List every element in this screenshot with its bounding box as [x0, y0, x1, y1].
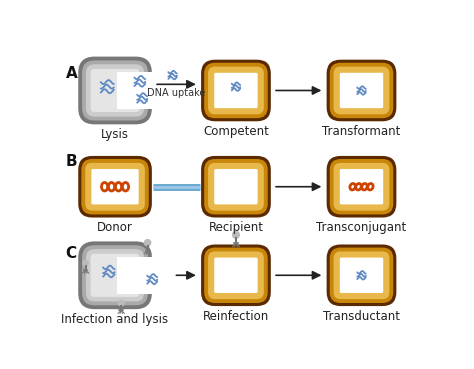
- FancyBboxPatch shape: [91, 169, 139, 204]
- FancyBboxPatch shape: [117, 257, 154, 294]
- Text: Lysis: Lysis: [101, 128, 129, 141]
- FancyBboxPatch shape: [208, 67, 264, 114]
- FancyBboxPatch shape: [208, 163, 264, 211]
- FancyBboxPatch shape: [91, 69, 139, 112]
- FancyBboxPatch shape: [330, 248, 393, 303]
- FancyBboxPatch shape: [201, 245, 271, 306]
- Text: Recipient: Recipient: [209, 221, 264, 234]
- FancyBboxPatch shape: [327, 156, 396, 218]
- FancyBboxPatch shape: [334, 251, 390, 299]
- FancyBboxPatch shape: [82, 159, 149, 214]
- Text: Transconjugant: Transconjugant: [316, 221, 407, 234]
- FancyBboxPatch shape: [327, 245, 396, 306]
- FancyBboxPatch shape: [86, 249, 144, 301]
- FancyBboxPatch shape: [91, 254, 139, 297]
- FancyBboxPatch shape: [78, 56, 152, 124]
- FancyBboxPatch shape: [330, 159, 393, 214]
- Circle shape: [144, 239, 151, 246]
- FancyBboxPatch shape: [214, 73, 258, 108]
- Text: Infection and lysis: Infection and lysis: [62, 313, 169, 326]
- Circle shape: [82, 260, 89, 266]
- FancyBboxPatch shape: [117, 72, 154, 109]
- FancyBboxPatch shape: [78, 241, 152, 309]
- Text: DNA uptake: DNA uptake: [147, 88, 206, 98]
- FancyBboxPatch shape: [85, 163, 145, 211]
- FancyBboxPatch shape: [334, 67, 390, 114]
- FancyBboxPatch shape: [204, 248, 268, 303]
- FancyBboxPatch shape: [340, 258, 383, 293]
- Circle shape: [232, 231, 239, 238]
- FancyBboxPatch shape: [214, 169, 258, 204]
- Text: C: C: [65, 246, 77, 261]
- Circle shape: [118, 300, 124, 306]
- FancyBboxPatch shape: [330, 63, 393, 118]
- FancyBboxPatch shape: [78, 156, 152, 218]
- FancyBboxPatch shape: [204, 159, 268, 214]
- FancyBboxPatch shape: [201, 60, 271, 121]
- FancyBboxPatch shape: [334, 163, 390, 211]
- FancyBboxPatch shape: [82, 245, 148, 305]
- FancyBboxPatch shape: [327, 60, 396, 121]
- Text: A: A: [65, 66, 77, 81]
- Text: Transductant: Transductant: [323, 310, 400, 323]
- FancyBboxPatch shape: [86, 64, 144, 117]
- Text: Reinfection: Reinfection: [203, 310, 269, 323]
- FancyBboxPatch shape: [208, 251, 264, 299]
- FancyBboxPatch shape: [204, 63, 268, 118]
- FancyBboxPatch shape: [201, 156, 271, 218]
- FancyBboxPatch shape: [82, 61, 148, 121]
- FancyBboxPatch shape: [340, 73, 383, 108]
- Text: Competent: Competent: [203, 125, 269, 138]
- Text: Transformant: Transformant: [322, 125, 401, 138]
- Text: Donor: Donor: [97, 221, 133, 234]
- FancyBboxPatch shape: [340, 169, 383, 204]
- Text: B: B: [65, 154, 77, 169]
- FancyBboxPatch shape: [214, 258, 258, 293]
